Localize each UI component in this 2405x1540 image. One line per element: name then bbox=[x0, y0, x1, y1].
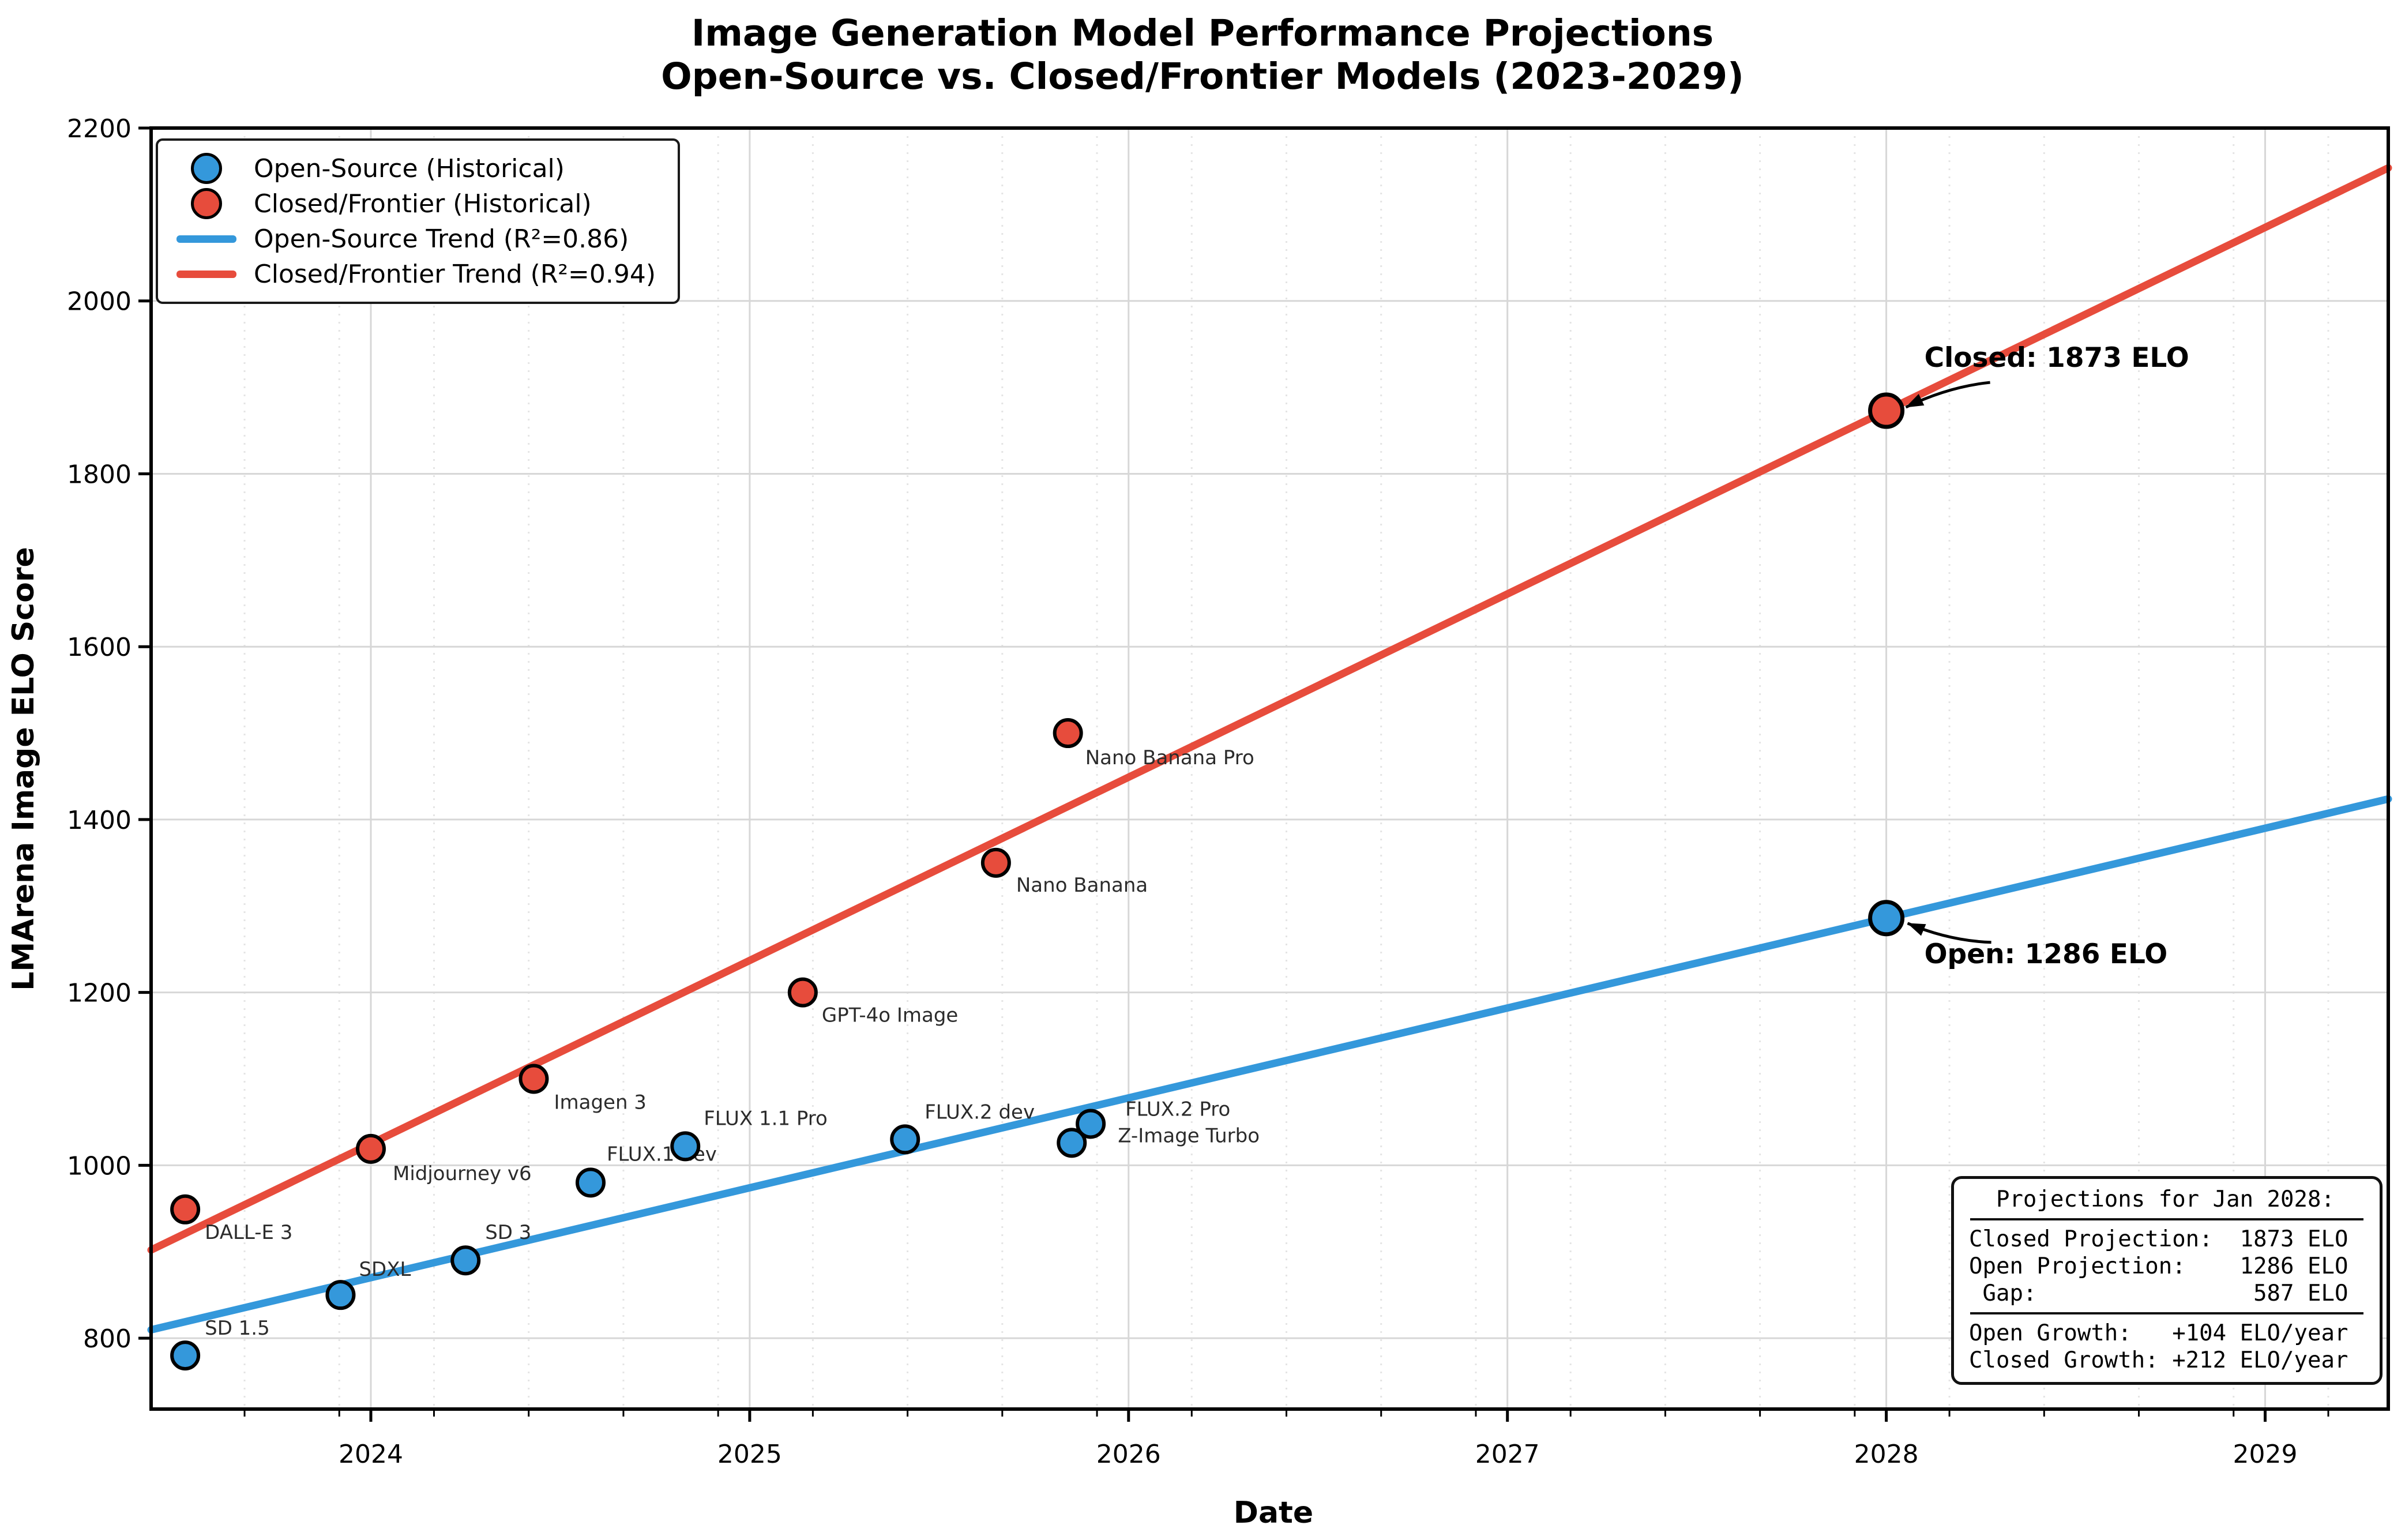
x-tick-label: 2024 bbox=[339, 1440, 403, 1469]
y-axis-title: LMArena Image ELO Score bbox=[6, 547, 41, 991]
legend-item-open-historical: Open-Source (Historical) bbox=[174, 153, 656, 184]
point-sdxl bbox=[325, 1280, 356, 1310]
point-nano-banana bbox=[980, 847, 1011, 878]
annotation-closed-frontier: Closed: 1873 ELO bbox=[1925, 342, 2189, 374]
point-label-sdxl: SDXL bbox=[359, 1258, 411, 1281]
x-axis-title: Date bbox=[1234, 1496, 1313, 1530]
legend-item-label: Open-Source Trend (R²=0.86) bbox=[254, 224, 629, 254]
projections-box: Projections for Jan 2028: Closed Project… bbox=[1951, 1176, 2383, 1385]
chart-title-block: Image Generation Model Performance Proje… bbox=[0, 12, 2405, 98]
legend-item-closed-trend: Closed/Frontier Trend (R²=0.94) bbox=[174, 259, 656, 289]
point-label-nano-banana-pro: Nano Banana Pro bbox=[1085, 746, 1254, 769]
point-label-gpt-4o-image: GPT-4o Image bbox=[822, 1004, 959, 1027]
point-label-sd-3: SD 3 bbox=[485, 1221, 531, 1244]
legend-swatch-cell bbox=[174, 235, 239, 243]
closed-frontier-marker-icon bbox=[191, 188, 222, 219]
y-tick-label: 800 bbox=[83, 1324, 131, 1354]
x-tick-label: 2028 bbox=[1854, 1440, 1919, 1469]
point-label-flux-2-dev: FLUX.2 dev bbox=[925, 1100, 1035, 1124]
axes-frame: 2024 2025 2026 2027 2028 2029 800 1000 1200 1400 1… bbox=[67, 114, 2390, 1469]
data-points: SD 1.5 SDXL SD 3 FLUX.1 dev FLUX 1.1 Pro FLUX… bbox=[170, 718, 1260, 1371]
legend-item-label: Closed/Frontier (Historical) bbox=[254, 189, 592, 219]
point-z-image-turbo bbox=[1057, 1128, 1087, 1158]
y-tick-label: 2000 bbox=[67, 287, 131, 317]
point-dall-e-3 bbox=[170, 1194, 201, 1225]
point-label-imagen-3: Imagen 3 bbox=[554, 1091, 646, 1114]
legend: Open-Source (Historical) Closed/Frontier… bbox=[156, 138, 681, 304]
point-label-dall-e-3: DALL-E 3 bbox=[205, 1221, 292, 1244]
point-label-nano-banana: Nano Banana bbox=[1016, 874, 1148, 897]
legend-item-open-trend: Open-Source Trend (R²=0.86) bbox=[174, 224, 656, 254]
annotations: Closed: 1873 ELO Open: 1286 ELO bbox=[1868, 342, 2189, 970]
open-growth-row: Open Growth: +104 ELO/year bbox=[1969, 1320, 2348, 1346]
trend-line-closed-frontier-trend-r-0-94 bbox=[147, 164, 2392, 1254]
legend-item-label: Open-Source (Historical) bbox=[254, 153, 565, 183]
closed-projection-row: Closed Projection: 1873 ELO bbox=[1969, 1226, 2348, 1252]
annotation-open-source: Open: 1286 ELO bbox=[1925, 938, 2168, 970]
trend-line-open-source-trend-r-0-86 bbox=[147, 795, 2392, 1334]
legend-swatch-cell bbox=[174, 153, 239, 184]
point-label-midjourney-v6: Midjourney v6 bbox=[393, 1162, 532, 1185]
y-tick-label: 2200 bbox=[67, 114, 131, 144]
point-midjourney-v6 bbox=[356, 1133, 386, 1164]
legend-swatch-cell bbox=[174, 270, 239, 278]
point-label-sd-1-5: SD 1.5 bbox=[205, 1317, 270, 1340]
projections-box-title: Projections for Jan 2028: bbox=[1969, 1186, 2335, 1212]
annotation-arrow-closed-frontier bbox=[1905, 381, 1990, 409]
y-tick-label: 1400 bbox=[67, 806, 131, 835]
point-label-flux-2-pro: FLUX.2 Pro bbox=[1125, 1098, 1230, 1121]
projection-point-open-source bbox=[1868, 900, 1905, 937]
open-trend-line-icon bbox=[176, 235, 236, 243]
point-flux-1-1-pro bbox=[670, 1131, 701, 1162]
point-label-z-image-turbo: Z-Image Turbo bbox=[1118, 1124, 1260, 1147]
gap-row: Gap: 587 ELO bbox=[1969, 1280, 2348, 1306]
annotation-arrow-open-source bbox=[1907, 922, 1991, 944]
open-projection-row: Open Projection: 1286 ELO bbox=[1969, 1253, 2348, 1279]
y-tick-label: 1600 bbox=[67, 633, 131, 662]
divider bbox=[1970, 1312, 2363, 1314]
point-sd-3 bbox=[450, 1245, 481, 1276]
plot-border bbox=[149, 126, 2390, 1411]
y-tick-label: 1200 bbox=[67, 979, 131, 1008]
point-flux-2-dev bbox=[890, 1124, 920, 1155]
x-tick-label: 2026 bbox=[1096, 1440, 1161, 1469]
point-flux-2-pro bbox=[1076, 1109, 1106, 1139]
point-sd-1-5 bbox=[170, 1340, 201, 1371]
legend-item-closed-historical: Closed/Frontier (Historical) bbox=[174, 188, 656, 219]
point-label-flux-1-1-pro: FLUX 1.1 Pro bbox=[704, 1107, 828, 1130]
point-nano-banana-pro bbox=[1053, 718, 1083, 749]
point-label-flux-1-dev: FLUX.1 dev bbox=[607, 1143, 717, 1166]
projection-point-closed-frontier bbox=[1868, 392, 1905, 429]
chart-subtitle: Open-Source vs. Closed/Frontier Models (… bbox=[661, 55, 1744, 97]
x-tick-label: 2025 bbox=[717, 1440, 782, 1469]
x-tick-label: 2029 bbox=[2233, 1440, 2298, 1469]
y-tick-label: 1800 bbox=[67, 460, 131, 489]
x-tick-label: 2027 bbox=[1475, 1440, 1540, 1469]
divider bbox=[1970, 1218, 2363, 1220]
open-source-marker-icon bbox=[191, 153, 222, 184]
closed-trend-line-icon bbox=[176, 270, 236, 278]
point-gpt-4o-image bbox=[787, 977, 818, 1008]
point-flux-1-dev bbox=[576, 1167, 606, 1198]
point-imagen-3 bbox=[518, 1064, 549, 1094]
y-tick-label: 1000 bbox=[67, 1151, 131, 1181]
legend-item-label: Closed/Frontier Trend (R²=0.94) bbox=[254, 259, 656, 289]
closed-growth-row: Closed Growth: +212 ELO/year bbox=[1969, 1347, 2348, 1373]
legend-swatch-cell bbox=[174, 188, 239, 219]
chart-title: Image Generation Model Performance Proje… bbox=[691, 12, 1714, 54]
